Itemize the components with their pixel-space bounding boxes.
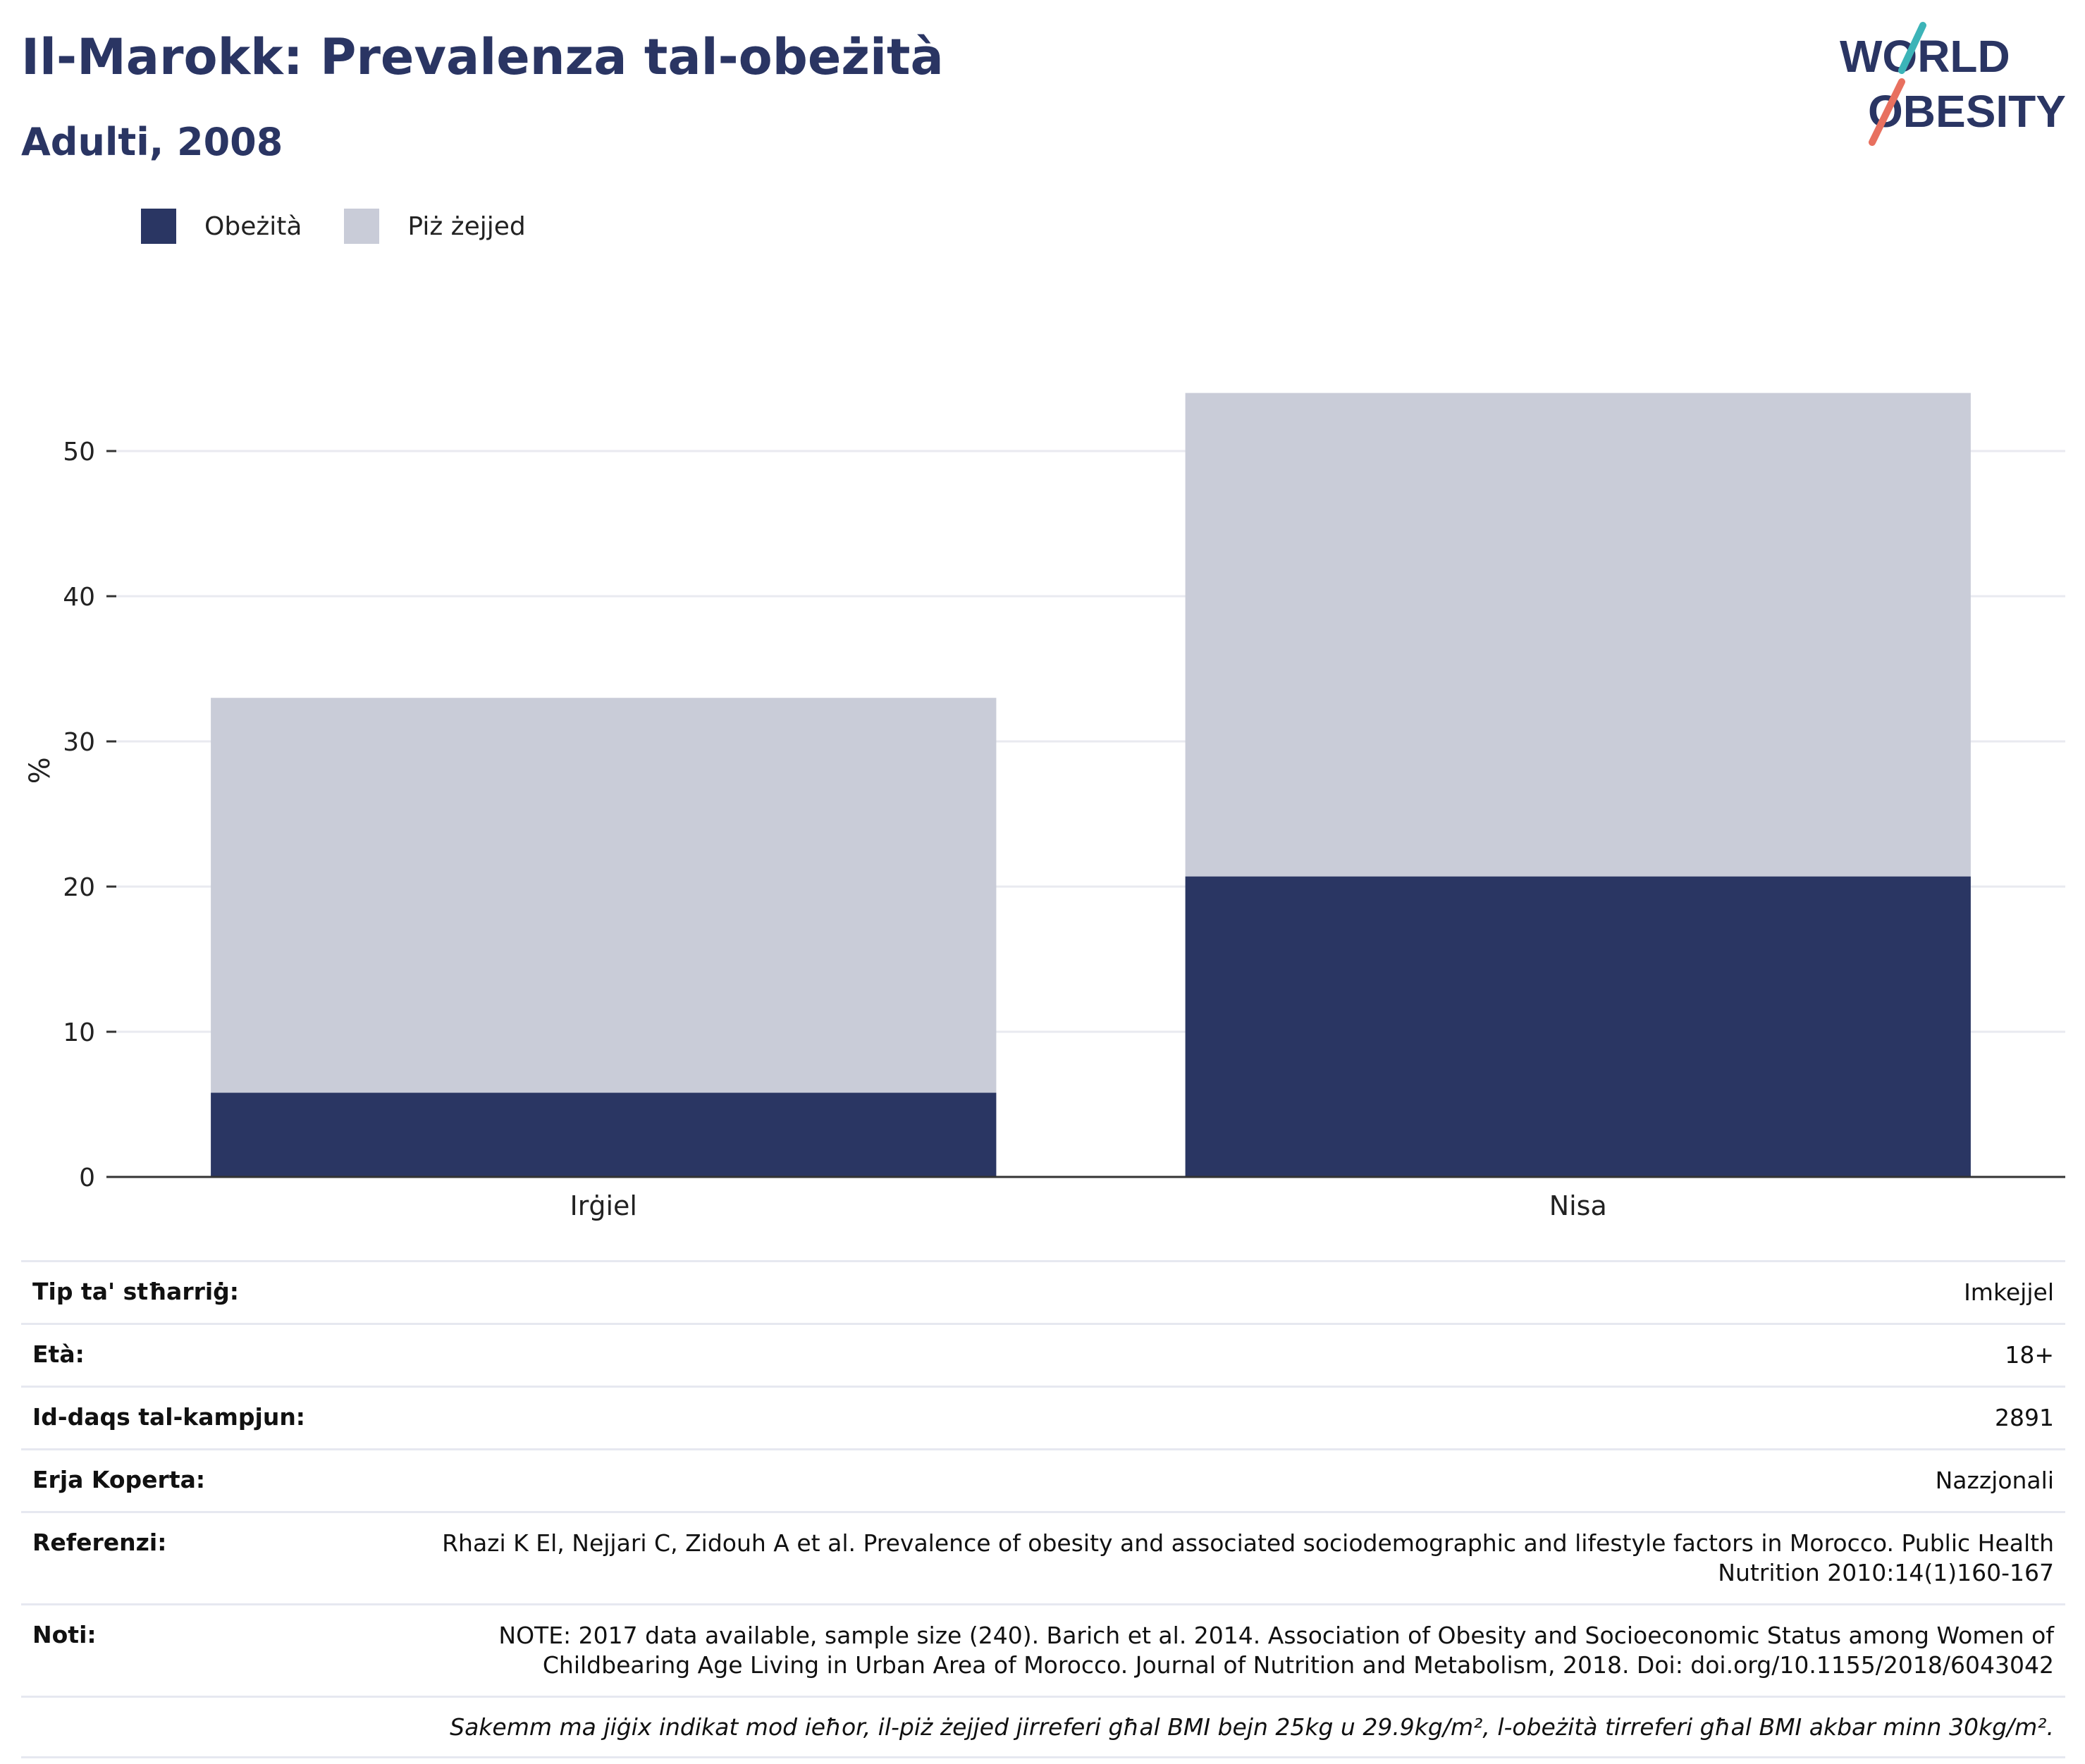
y-tick-label: 20: [63, 873, 95, 902]
row-value: NOTE: 2017 data available, sample size (…: [396, 1603, 2065, 1697]
row-value: Nazzjonali: [396, 1448, 2065, 1512]
page-title: Il-Marokk: Prevalenza tal-obeżità: [21, 28, 944, 86]
legend-swatch-overweight: [344, 209, 380, 244]
table-row: Tip ta' stħarriġ: Imkejjel: [21, 1260, 2065, 1324]
y-tick-label: 0: [79, 1164, 95, 1192]
x-tick-label: Nisa: [1549, 1190, 1607, 1221]
page-subtitle: Adulti, 2008: [21, 120, 283, 164]
x-tick-label: Irġiel: [570, 1190, 637, 1221]
survey-info-table: Tip ta' stħarriġ: Imkejjel Età: 18+ Id-d…: [21, 1260, 2065, 1758]
stacked-bar-chart: 0 10 20 30 40 50 Irġiel Nisa%: [24, 393, 2065, 1221]
row-label: Età:: [21, 1323, 396, 1387]
table-row: Referenzi: Rhazi K El, Nejjari C, Zidouh…: [21, 1511, 2065, 1605]
legend-item-obesity[interactable]: Obeżità: [141, 209, 302, 244]
world-obesity-logo: WORLD OBESITY: [1840, 22, 2066, 146]
row-value: Imkejjel: [396, 1260, 2065, 1324]
table-row: Erja Koperta: Nazzjonali: [21, 1448, 2065, 1512]
axes: 0 10 20 30 40 50 Irġiel Nisa%: [24, 438, 2065, 1221]
y-tick-label: 50: [63, 438, 95, 467]
bar-obesity: [1185, 876, 1971, 1177]
y-tick-label: 40: [63, 583, 95, 612]
row-label: Tip ta' stħarriġ:: [21, 1260, 396, 1324]
table-row: Età: 18+: [21, 1323, 2065, 1387]
svg-text:WORLD: WORLD: [1840, 31, 2010, 82]
bar-obesity: [211, 1092, 997, 1177]
bar-overweight: [1185, 393, 1971, 877]
bars: [211, 393, 1971, 1177]
row-label: Id-daqs tal-kampjun:: [21, 1386, 396, 1450]
row-label: Noti:: [21, 1603, 396, 1697]
table-row: Sakemm ma jiġix indikat mod ieħor, il-pi…: [21, 1696, 2065, 1758]
svg-text:OBESITY: OBESITY: [1868, 86, 2066, 137]
bar-overweight: [211, 698, 997, 1093]
row-label: Erja Koperta:: [21, 1448, 396, 1512]
legend-label-overweight: Piż żejjed: [407, 211, 526, 241]
row-label: Referenzi:: [21, 1511, 396, 1605]
legend-item-overweight[interactable]: Piż żejjed: [344, 209, 526, 244]
row-value: Rhazi K El, Nejjari C, Zidouh A et al. P…: [396, 1511, 2065, 1605]
chart-legend: Obeżità Piż żejjed: [141, 209, 568, 244]
y-axis-label: %: [24, 757, 56, 784]
legend-label-obesity: Obeżità: [204, 211, 302, 241]
y-tick-label: 10: [63, 1018, 95, 1047]
row-value: 18+: [396, 1323, 2065, 1387]
footnote: Sakemm ma jiġix indikat mod ieħor, il-pi…: [21, 1696, 2065, 1758]
row-value: 2891: [396, 1386, 2065, 1450]
y-tick-label: 30: [63, 728, 95, 757]
table-row: Noti: NOTE: 2017 data available, sample …: [21, 1603, 2065, 1697]
table-row: Id-daqs tal-kampjun: 2891: [21, 1386, 2065, 1450]
legend-swatch-obesity: [141, 209, 176, 244]
